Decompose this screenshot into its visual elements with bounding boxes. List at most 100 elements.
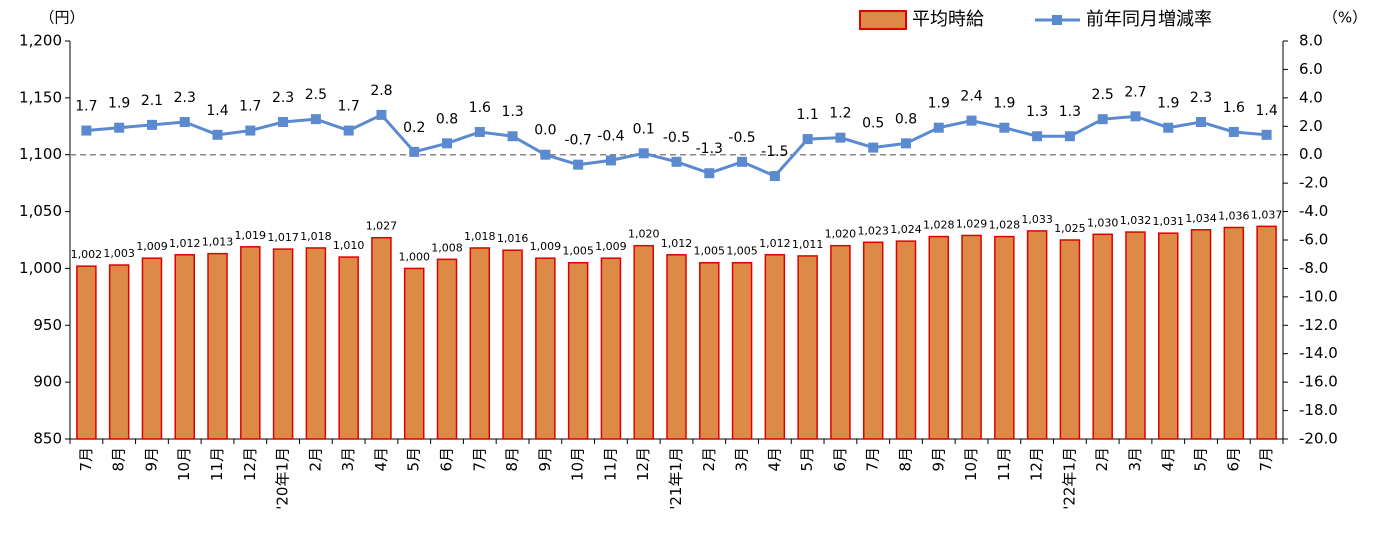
line-marker	[179, 117, 190, 128]
line-value-label: 1.3	[501, 104, 523, 120]
bar-value-label: 1,005	[726, 245, 758, 258]
line-marker	[900, 138, 911, 149]
line-marker	[540, 149, 551, 160]
x-tick-label: 4月	[1159, 447, 1177, 472]
y2-tick-label: -2.0	[1299, 174, 1328, 192]
x-tick-label: 5月	[405, 447, 423, 472]
bar-value-label: 1,005	[562, 245, 594, 258]
bar-value-label: 1,019	[235, 229, 267, 242]
line-value-label: 2.5	[1092, 87, 1114, 103]
x-tick-label: 6月	[438, 447, 456, 472]
y2-tick-label: 8.0	[1299, 32, 1323, 50]
bar-value-label: 1,009	[136, 240, 168, 253]
bar-value-label: 1,020	[825, 228, 857, 241]
line-marker	[507, 131, 518, 142]
y-tick-label: 850	[33, 430, 62, 448]
x-tick-label: 8月	[110, 447, 128, 472]
line-value-label: 2.3	[174, 90, 196, 106]
line-value-label: 1.9	[108, 96, 130, 112]
line-marker	[1261, 129, 1272, 140]
y2-tick-label: -10.0	[1299, 287, 1338, 305]
bar-value-label: 1,008	[431, 241, 463, 254]
bar-value-label: 1,036	[1218, 209, 1250, 222]
bar	[240, 246, 261, 440]
x-tick-label: 2月	[306, 447, 324, 472]
line-marker	[1064, 131, 1075, 142]
line-value-label: 1.4	[1255, 103, 1277, 119]
bar	[1223, 226, 1245, 440]
y2-tick-label: -4.0	[1299, 202, 1328, 220]
bar	[895, 240, 917, 440]
x-tick-label: 8月	[503, 447, 521, 472]
legend-swatch	[859, 10, 907, 30]
bar	[535, 257, 556, 440]
y2-tick-label: 4.0	[1299, 88, 1323, 106]
bar	[502, 249, 523, 440]
x-tick-label: 6月	[831, 447, 849, 472]
line-marker	[442, 138, 453, 149]
bar-value-label: 1,027	[366, 220, 398, 233]
line-marker	[605, 155, 616, 166]
y-tick-label: 1,100	[19, 145, 62, 163]
line-marker	[474, 126, 485, 137]
line-value-label: 1.4	[206, 103, 228, 119]
line-value-label: 0.8	[436, 111, 458, 127]
line-marker	[376, 109, 387, 120]
y-tick-label: 1,000	[19, 259, 62, 277]
bar	[1157, 232, 1179, 440]
x-tick-label: '20年1月	[274, 447, 292, 510]
bar	[469, 247, 491, 440]
line-value-label: 0.5	[862, 116, 884, 132]
bar-value-label: 1,030	[1087, 216, 1119, 229]
bar	[141, 257, 163, 440]
bar	[436, 258, 458, 440]
bar	[862, 241, 884, 440]
line-value-label: 2.3	[272, 90, 294, 106]
x-tick-label: 7月	[1257, 447, 1275, 472]
line-marker	[638, 148, 649, 159]
y-tick-label: 1,150	[19, 88, 62, 106]
x-tick-label: 9月	[142, 447, 160, 472]
x-tick-label: 11月	[995, 447, 1013, 481]
x-tick-label: 12月	[241, 447, 259, 481]
bar-value-label: 1,018	[300, 230, 332, 243]
bar-value-label: 1,005	[694, 245, 726, 258]
bar-value-label: 1,024	[890, 223, 922, 236]
bar	[1092, 233, 1113, 440]
line-marker	[999, 122, 1010, 133]
y-tick-label: 1,200	[19, 32, 62, 50]
y-unit-label: （円）	[39, 9, 84, 27]
x-tick-label: 9月	[929, 447, 947, 472]
bar	[174, 254, 196, 440]
bar	[699, 261, 720, 440]
x-tick-label: '21年1月	[667, 447, 685, 510]
line-marker	[835, 132, 846, 143]
bar-value-label: 1,025	[1054, 222, 1086, 235]
line-value-label: 1.3	[1059, 104, 1081, 120]
line-value-label: 1.6	[1223, 100, 1245, 116]
bar	[764, 254, 786, 440]
bar	[1059, 239, 1081, 440]
line-marker	[769, 171, 780, 182]
x-tick-label: 4月	[372, 447, 390, 472]
line-value-label: 2.1	[141, 93, 163, 109]
line-value-label: 0.2	[403, 120, 425, 136]
bar-value-label: 1,017	[267, 231, 299, 244]
bar	[108, 264, 130, 440]
line-marker	[1097, 114, 1108, 125]
bar-value-label: 1,031	[1153, 215, 1185, 228]
bar-value-label: 1,032	[1120, 214, 1152, 227]
bar	[731, 261, 753, 440]
line-marker	[1032, 131, 1043, 142]
line-value-label: 0.8	[895, 111, 917, 127]
bar-value-label: 1,028	[923, 219, 955, 232]
bar-value-label: 1,013	[202, 236, 234, 249]
x-tick-label: 3月	[339, 447, 357, 472]
y2-tick-label: 0.0	[1299, 145, 1323, 163]
line-value-label: 1.7	[239, 99, 261, 115]
bar	[600, 257, 622, 440]
line-value-label: -0.7	[564, 133, 591, 149]
line-value-label: -1.3	[696, 141, 723, 157]
y-tick-label: 950	[33, 316, 62, 334]
line-value-label: 1.2	[829, 106, 851, 122]
